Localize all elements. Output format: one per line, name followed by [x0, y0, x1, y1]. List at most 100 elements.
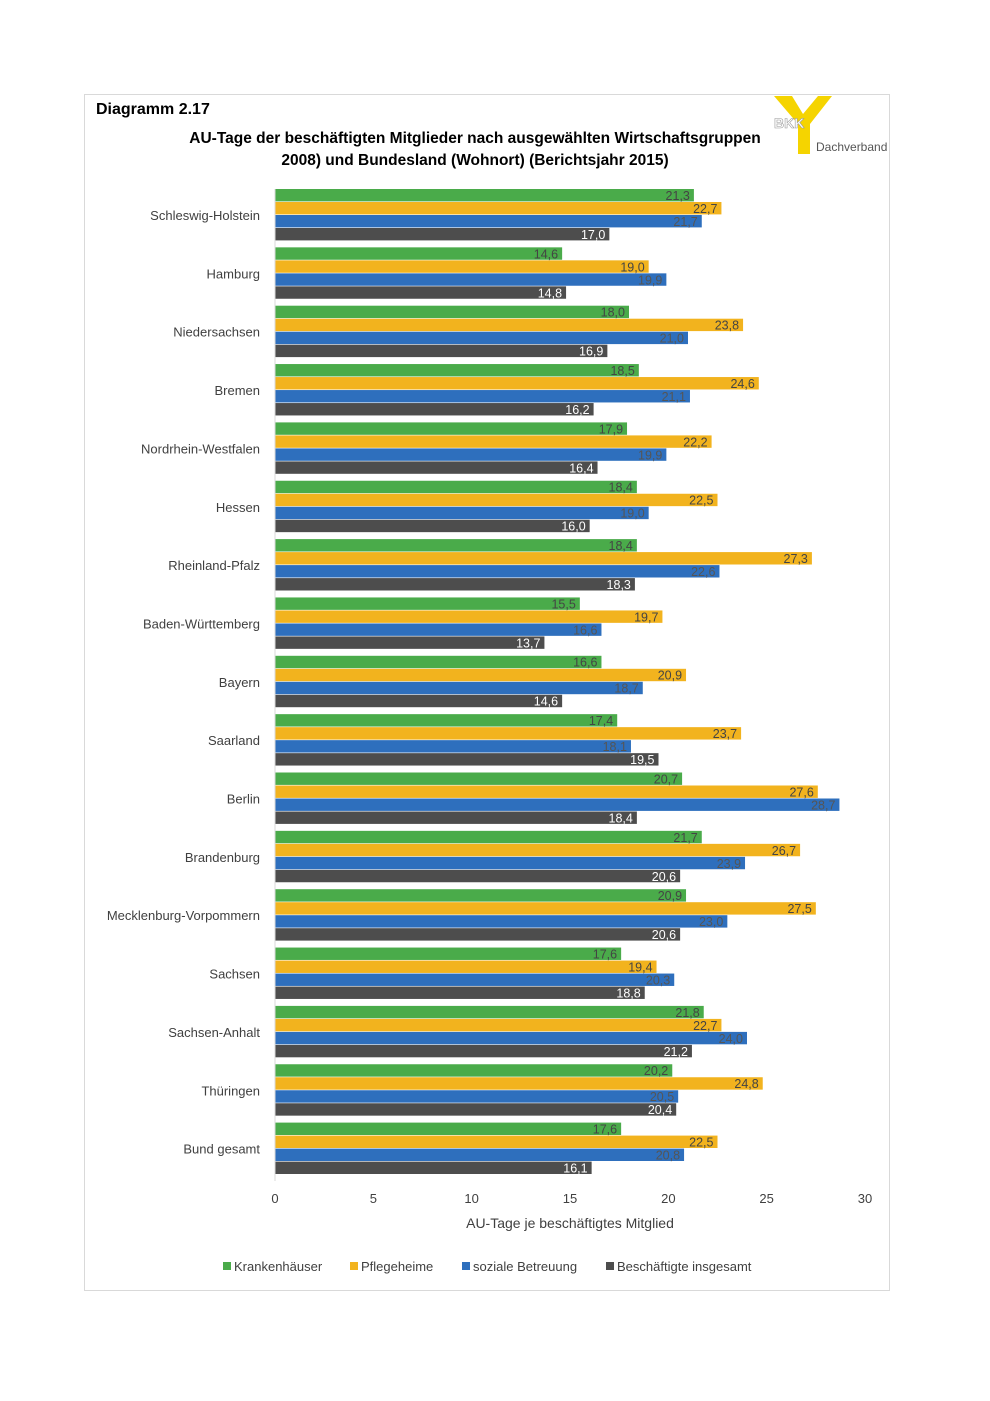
- data-label: 18,1: [603, 740, 627, 754]
- bar: [275, 1031, 747, 1045]
- data-label: 21,2: [664, 1045, 688, 1059]
- chart-title-line2: 2008) und Bundesland (Wohnort) (Berichts…: [281, 152, 669, 169]
- data-label: 18,0: [601, 306, 625, 320]
- data-label: 18,5: [610, 364, 634, 378]
- data-label: 19,4: [628, 960, 652, 974]
- bar: [275, 273, 667, 286]
- legend-swatch: [223, 1262, 231, 1270]
- category-label: Hessen: [216, 500, 260, 515]
- x-tick-label: 30: [858, 1191, 872, 1206]
- data-label: 14,6: [534, 247, 558, 261]
- data-label: 20,7: [654, 772, 678, 786]
- bar: [275, 480, 637, 494]
- bar: [275, 189, 694, 202]
- bar: [275, 960, 657, 973]
- data-label: 13,7: [516, 636, 540, 650]
- bar: [275, 344, 608, 358]
- bar: [275, 694, 563, 708]
- legend-swatch: [606, 1262, 614, 1270]
- chart-title: AU-Tage der beschäftigten Mitglieder nac…: [170, 128, 780, 172]
- data-label: 16,4: [569, 461, 593, 475]
- bar: [275, 915, 728, 928]
- bar: [275, 902, 816, 915]
- category-label: Nordrhein-Westfalen: [141, 441, 260, 456]
- bar: [275, 493, 718, 507]
- bar: [275, 260, 649, 273]
- bar: [275, 1064, 673, 1077]
- category-label: Bund gesamt: [183, 1142, 260, 1157]
- bar: [275, 461, 598, 474]
- legend-swatch: [350, 1262, 358, 1270]
- bar: [275, 286, 567, 299]
- bar: [275, 843, 801, 857]
- bar: [275, 202, 722, 215]
- bar: [275, 889, 687, 902]
- category-label: Baden-Württemberg: [143, 616, 260, 631]
- bkk-logo-subtext: Dachverband: [816, 140, 887, 154]
- data-label: 15,5: [551, 597, 575, 611]
- bar: [275, 856, 746, 870]
- legend-label: Pflegeheime: [361, 1259, 433, 1274]
- bar: [275, 973, 675, 986]
- data-label: 21,3: [666, 189, 690, 203]
- bar: [275, 578, 635, 591]
- data-label: 26,7: [772, 844, 796, 858]
- category-label: Bremen: [214, 383, 260, 398]
- category-label: Brandenburg: [185, 850, 260, 865]
- data-label: 23,8: [715, 319, 739, 333]
- data-label: 28,7: [811, 798, 835, 812]
- bar: [275, 318, 744, 332]
- data-label: 17,6: [593, 947, 617, 961]
- data-label: 20,5: [650, 1090, 674, 1104]
- data-label: 23,7: [713, 727, 737, 741]
- bar: [275, 681, 643, 695]
- bar: [275, 740, 631, 753]
- bar: [275, 1135, 718, 1148]
- x-tick-label: 15: [563, 1191, 577, 1206]
- category-label: Sachsen: [209, 967, 260, 982]
- bar: [275, 552, 812, 565]
- data-label: 24,0: [719, 1032, 743, 1046]
- data-label: 20,6: [652, 928, 676, 942]
- data-label: 14,6: [534, 695, 558, 709]
- data-label: 22,5: [689, 494, 713, 508]
- category-label: Mecklenburg-Vorpommern: [107, 908, 260, 923]
- data-label: 18,7: [614, 682, 638, 696]
- bar: [275, 597, 580, 610]
- data-label: 19,0: [620, 260, 644, 274]
- legend-label: Beschäftigte insgesamt: [617, 1259, 752, 1274]
- data-label: 24,8: [734, 1077, 758, 1091]
- data-label: 23,9: [717, 857, 741, 871]
- bar: [275, 390, 690, 403]
- bar: [275, 435, 712, 448]
- data-label: 21,0: [660, 332, 684, 346]
- data-label: 27,3: [784, 552, 808, 566]
- bar: [275, 565, 720, 578]
- data-label: 16,2: [565, 403, 589, 417]
- bar: [275, 364, 639, 377]
- legend-label: soziale Betreuung: [473, 1259, 577, 1274]
- bar: [275, 539, 637, 552]
- chart-title-line1: AU-Tage der beschäftigten Mitglieder nac…: [189, 130, 761, 147]
- data-label: 18,4: [609, 481, 633, 495]
- bar: [275, 1005, 704, 1019]
- bar: [275, 1103, 677, 1116]
- x-axis-title: AU-Tage je beschäftigtes Mitglied: [466, 1215, 674, 1231]
- data-label: 21,1: [662, 390, 686, 404]
- bar: [275, 1122, 622, 1135]
- data-label: 27,5: [787, 902, 811, 916]
- diagram-label: Diagramm 2.17: [96, 101, 210, 118]
- data-label: 20,8: [656, 1149, 680, 1163]
- category-label: Saarland: [208, 733, 260, 748]
- data-label: 21,7: [673, 831, 697, 845]
- bar: [275, 811, 637, 824]
- bar: [275, 403, 594, 416]
- category-label: Bayern: [219, 675, 260, 690]
- data-label: 22,5: [689, 1136, 713, 1150]
- data-label: 22,7: [693, 202, 717, 216]
- data-label: 18,4: [609, 539, 633, 553]
- data-label: 22,6: [691, 565, 715, 579]
- bar: [275, 830, 702, 844]
- data-label: 16,6: [573, 623, 597, 637]
- bar: [275, 655, 602, 669]
